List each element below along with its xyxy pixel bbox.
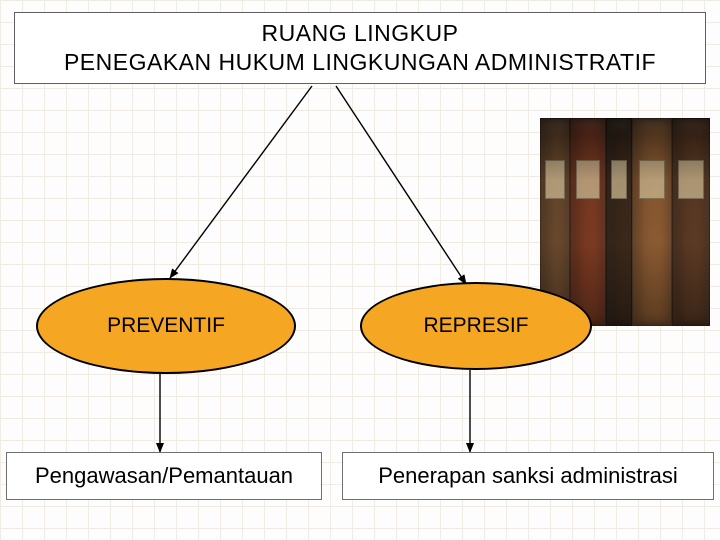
node-penerapan: Penerapan sanksi administrasi xyxy=(342,452,714,500)
title-line-1: RUANG LINGKUP xyxy=(262,19,459,48)
diagram-stage: RUANG LINGKUP PENEGAKAN HUKUM LINGKUNGAN… xyxy=(0,0,720,540)
node-represif-label: REPRESIF xyxy=(423,314,528,338)
node-pengawasan-label: Pengawasan/Pemantauan xyxy=(35,463,293,489)
node-represif: REPRESIF xyxy=(360,282,592,370)
books-image xyxy=(540,118,710,326)
node-pengawasan: Pengawasan/Pemantauan xyxy=(6,452,322,500)
node-penerapan-label: Penerapan sanksi administrasi xyxy=(378,463,678,489)
title-line-2: PENEGAKAN HUKUM LINGKUNGAN ADMINISTRATIF xyxy=(64,48,656,77)
node-preventif-label: PREVENTIF xyxy=(107,314,225,338)
node-preventif: PREVENTIF xyxy=(36,278,296,374)
title-box: RUANG LINGKUP PENEGAKAN HUKUM LINGKUNGAN… xyxy=(14,12,706,84)
